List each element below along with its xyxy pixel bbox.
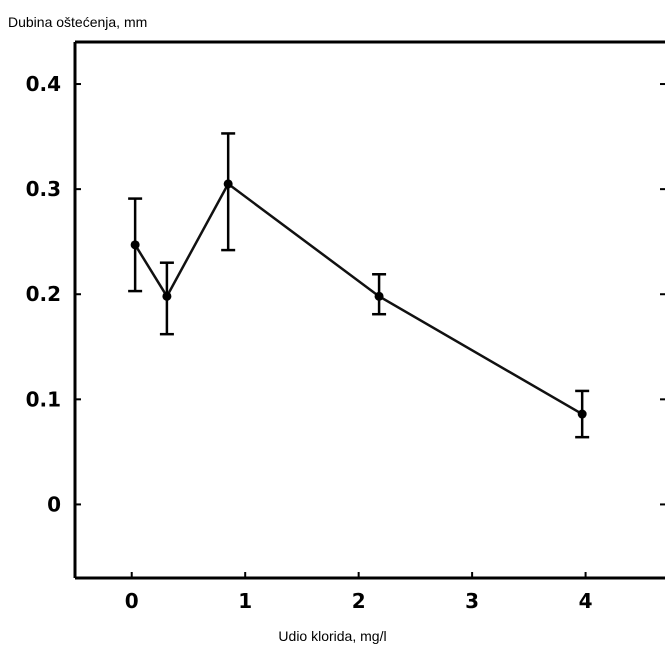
x-tick-label: 4 bbox=[579, 589, 593, 613]
y-tick-label: 0 bbox=[47, 492, 61, 516]
y-axis-label: Dubina oštećenja, mm bbox=[8, 14, 148, 30]
x-tick-label: 2 bbox=[352, 589, 366, 613]
series-line bbox=[134, 182, 583, 416]
data-point bbox=[223, 179, 233, 189]
x-tick-label: 0 bbox=[125, 589, 139, 613]
data-point bbox=[162, 291, 172, 301]
x-tick-label: 3 bbox=[465, 589, 479, 613]
y-tick-label: 0.2 bbox=[26, 282, 61, 306]
x-axis-label: Udio klorida, mg/l bbox=[278, 628, 387, 644]
y-tick-label: 0.1 bbox=[26, 387, 61, 411]
data-point bbox=[577, 409, 587, 419]
data-point bbox=[130, 240, 140, 250]
y-tick-label: 0.3 bbox=[26, 177, 61, 201]
data-point bbox=[374, 291, 384, 301]
x-tick-label: 1 bbox=[238, 589, 252, 613]
y-tick-label: 0.4 bbox=[26, 72, 61, 96]
